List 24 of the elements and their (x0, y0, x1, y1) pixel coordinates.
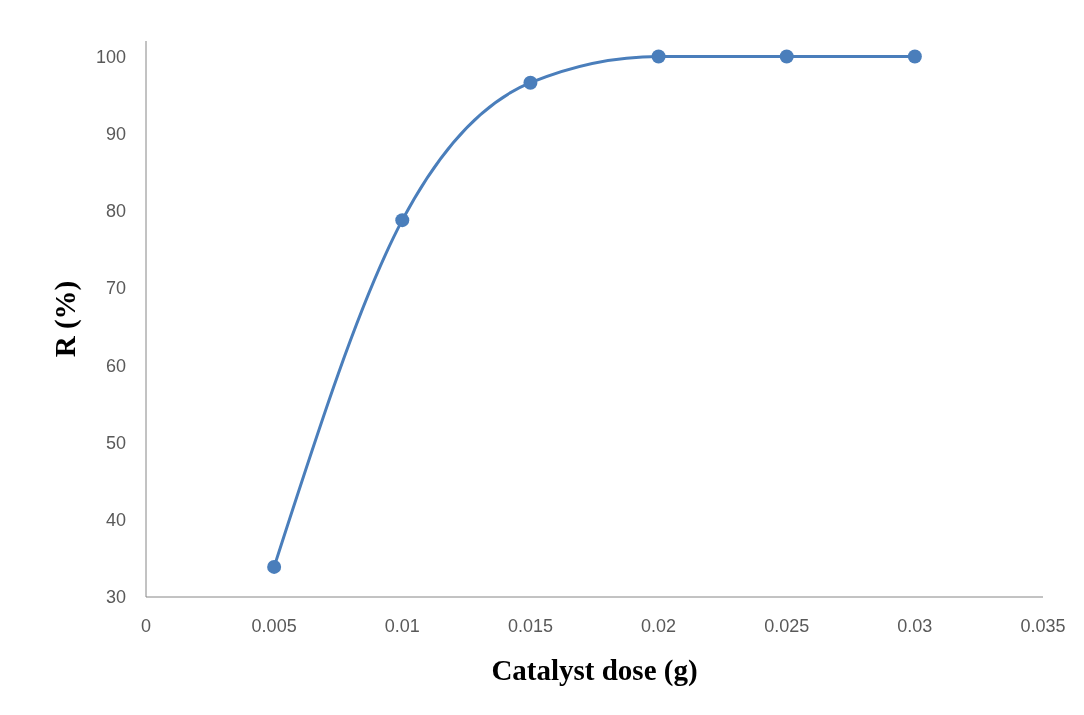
x-tick-label: 0.03 (897, 616, 933, 636)
y-tick-label: 50 (105, 432, 126, 453)
point (907, 49, 922, 64)
y-tick-label: 60 (105, 355, 126, 376)
y-axis-title: R (%) (49, 280, 82, 358)
y-tick-label: 30 (105, 587, 126, 608)
x-axis-title: Catalyst dose (g) (491, 654, 698, 687)
y-tick-label: 80 (105, 201, 126, 222)
x-tick-label: 0.005 (251, 616, 297, 636)
point (395, 213, 410, 228)
point (651, 49, 666, 64)
y-tick-label: 100 (95, 46, 126, 67)
y-tick-label: 70 (105, 278, 126, 299)
x-tick-label: 0.025 (764, 616, 810, 636)
x-tick-label: 0.015 (507, 616, 553, 636)
y-tick-label: 40 (105, 510, 126, 531)
x-tick-label: 0.02 (641, 616, 677, 636)
point (523, 75, 538, 90)
point (267, 559, 282, 574)
y-tick-label: 90 (105, 123, 126, 144)
x-tick-label: 0.035 (1020, 616, 1066, 636)
x-tick-label: 0 (140, 616, 152, 636)
point (779, 49, 794, 64)
x-tick-label: 0.01 (384, 616, 420, 636)
